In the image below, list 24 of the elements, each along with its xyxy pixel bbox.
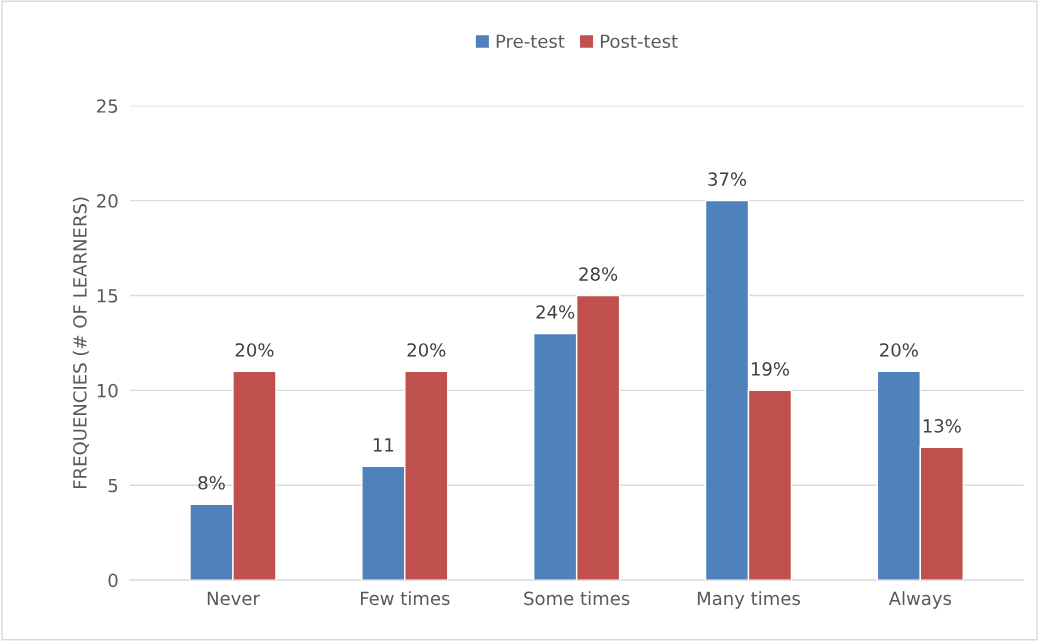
- legend-label: Pre-test: [496, 34, 565, 49]
- annotation: 13%: [923, 419, 961, 433]
- annotation: 20%: [880, 343, 918, 357]
- x-tick-label: Many times: [697, 591, 800, 609]
- annotation: 19%: [751, 362, 790, 376]
- y-tick-label: 15: [97, 289, 118, 303]
- y-tick-label: 5: [108, 478, 118, 493]
- annotation: 20%: [407, 343, 446, 357]
- x-tick-label: Never: [207, 591, 260, 606]
- annotation: 37%: [708, 172, 747, 187]
- y-axis-title: FREQUENCIES (# OF LEARNERS): [72, 197, 89, 489]
- y-tick-label: 25: [97, 99, 118, 113]
- annotation: 11: [373, 438, 394, 452]
- annotation: 28%: [579, 267, 618, 281]
- x-tick-label: Always: [888, 591, 952, 609]
- y-tick-label: 10: [97, 383, 118, 398]
- legend-label: Post-test: [600, 34, 678, 49]
- annotation: 8%: [198, 475, 225, 490]
- annotation: 24%: [536, 305, 575, 319]
- annotation: 20%: [235, 343, 274, 357]
- x-tick-label: Few times: [360, 591, 450, 606]
- x-tick-label: Some times: [524, 591, 630, 606]
- y-tick-label: 20: [97, 194, 118, 208]
- y-tick-label: 0: [108, 573, 118, 588]
